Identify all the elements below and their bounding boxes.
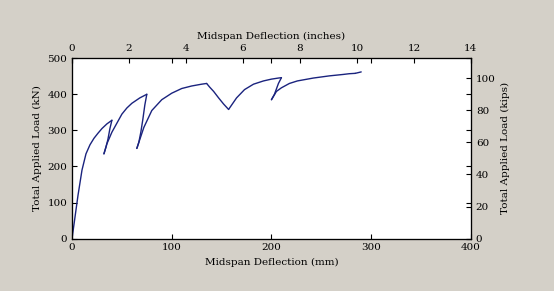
Y-axis label: Total Applied Load (kips): Total Applied Load (kips): [501, 82, 510, 214]
X-axis label: Midspan Deflection (inches): Midspan Deflection (inches): [197, 32, 346, 41]
Y-axis label: Total Applied Load (kN): Total Applied Load (kN): [33, 86, 42, 211]
X-axis label: Midspan Deflection (mm): Midspan Deflection (mm): [204, 258, 338, 267]
